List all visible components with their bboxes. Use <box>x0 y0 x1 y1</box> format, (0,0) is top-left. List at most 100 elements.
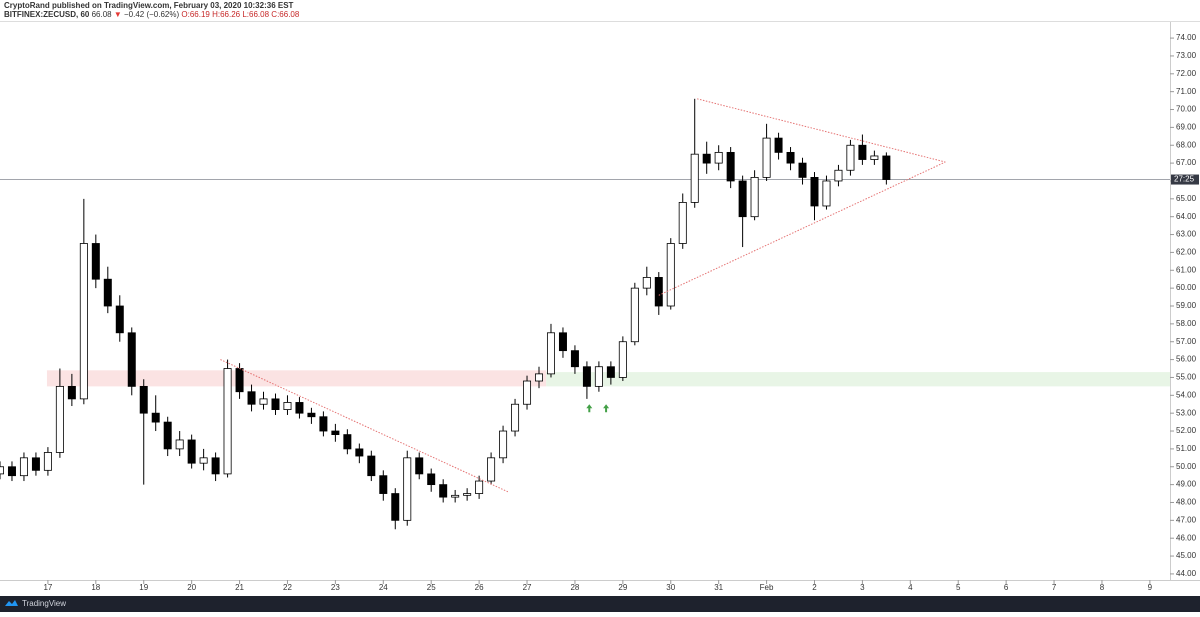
candle-body <box>259 398 268 405</box>
plot-area <box>0 98 1170 530</box>
candle-body <box>91 243 100 280</box>
x-tick-label: 27 <box>523 583 532 592</box>
close: C:66.08 <box>271 10 300 19</box>
candle-body <box>882 155 891 180</box>
candle-body <box>379 475 388 494</box>
candle-body <box>870 155 879 160</box>
y-tick-label: 65.00 <box>1176 194 1197 203</box>
candle-body <box>31 457 40 471</box>
candle-body <box>535 373 543 382</box>
y-tick-label: 49.00 <box>1176 480 1197 489</box>
x-tick-label: Feb <box>760 583 774 592</box>
candle-body <box>750 176 759 218</box>
candle-body <box>115 305 124 334</box>
x-tick-label: 8 <box>1100 583 1105 592</box>
x-tick-label: 6 <box>1004 583 1009 592</box>
y-tick-label: 47.00 <box>1176 515 1197 524</box>
candle-body <box>55 385 64 453</box>
change: −0.42 (−0.62%) <box>124 10 179 19</box>
candle-body <box>846 144 855 171</box>
candle-body <box>558 332 567 352</box>
candle-body <box>642 277 651 289</box>
candle-body <box>7 466 16 477</box>
y-tick-label: 64.00 <box>1176 212 1197 221</box>
candle-body <box>523 380 532 405</box>
candle-body <box>762 137 771 178</box>
x-tick-label: 28 <box>570 583 579 592</box>
x-tick-label: 25 <box>427 583 436 592</box>
candle-body <box>43 452 52 471</box>
candle-body <box>487 457 496 482</box>
x-tick-label: 17 <box>43 583 52 592</box>
candle-body <box>235 368 244 393</box>
x-tick-label: 4 <box>908 583 913 592</box>
last: 66.08 <box>92 10 113 19</box>
arrow-marker <box>603 404 610 413</box>
candle-body <box>606 366 615 378</box>
candle-body <box>810 176 819 207</box>
candle-body <box>139 385 148 414</box>
candle-body <box>738 180 747 218</box>
candle-body <box>594 366 603 387</box>
candle-body <box>690 153 699 203</box>
candle-body <box>582 366 591 387</box>
candle-body <box>654 277 663 307</box>
candle-body <box>0 466 4 475</box>
y-tick-label: 74.00 <box>1176 33 1197 42</box>
candle-body <box>175 439 184 450</box>
y-tick-label: 71.00 <box>1176 87 1197 96</box>
candle-body <box>211 457 220 475</box>
candle-body <box>343 434 352 450</box>
candle-body <box>295 402 304 414</box>
y-tick-label: 69.00 <box>1176 122 1197 131</box>
zone <box>46 370 547 387</box>
x-tick-label: 23 <box>331 583 340 592</box>
zone <box>546 372 1170 387</box>
candle-body <box>79 243 88 400</box>
y-tick-label: 56.00 <box>1176 355 1197 364</box>
x-tick-label: 20 <box>187 583 196 592</box>
candle-body <box>163 421 172 450</box>
candle-body <box>834 169 843 182</box>
x-tick-label: 7 <box>1052 583 1057 592</box>
brand: TradingView <box>22 599 66 608</box>
candle-body <box>570 350 579 368</box>
y-tick-label: 58.00 <box>1176 319 1197 328</box>
candle-body <box>151 412 160 423</box>
y-tick-label: 53.00 <box>1176 408 1197 417</box>
candle-body <box>271 398 280 410</box>
candle-body <box>223 368 232 475</box>
candle-body <box>103 278 112 307</box>
candle-body <box>702 153 711 164</box>
y-tick-label: 44.00 <box>1176 569 1197 578</box>
candle-body <box>67 385 76 400</box>
candle-body <box>127 332 136 387</box>
candle-body <box>307 412 316 418</box>
y-tick-label: 45.00 <box>1176 551 1197 560</box>
y-tick-label: 57.00 <box>1176 337 1197 346</box>
candle-body <box>499 430 508 459</box>
y-tick-label: 70.00 <box>1176 105 1197 114</box>
open: O:66.19 <box>181 10 210 19</box>
x-tick-label: 29 <box>618 583 627 592</box>
candle-body <box>199 457 208 464</box>
publisher: CryptoRand published on TradingView.com,… <box>4 1 294 10</box>
candle-body <box>187 439 196 464</box>
y-tick-label: 50.00 <box>1176 462 1197 471</box>
x-tick-label: 9 <box>1148 583 1153 592</box>
candle-body <box>618 341 627 378</box>
y-tick-label: 55.00 <box>1176 373 1197 382</box>
x-tick-label: 26 <box>475 583 484 592</box>
candle-body <box>511 403 520 432</box>
y-tick-label: 54.00 <box>1176 390 1197 399</box>
candle-body <box>798 162 807 178</box>
footer-bar <box>0 596 1200 612</box>
logo <box>5 600 18 606</box>
x-tick-label: 3 <box>860 583 865 592</box>
y-tick-label: 63.00 <box>1176 230 1197 239</box>
candle-body <box>19 457 28 477</box>
price-label-box <box>1171 174 1199 185</box>
candle-body <box>666 243 675 307</box>
y-tick-label: 48.00 <box>1176 498 1197 507</box>
